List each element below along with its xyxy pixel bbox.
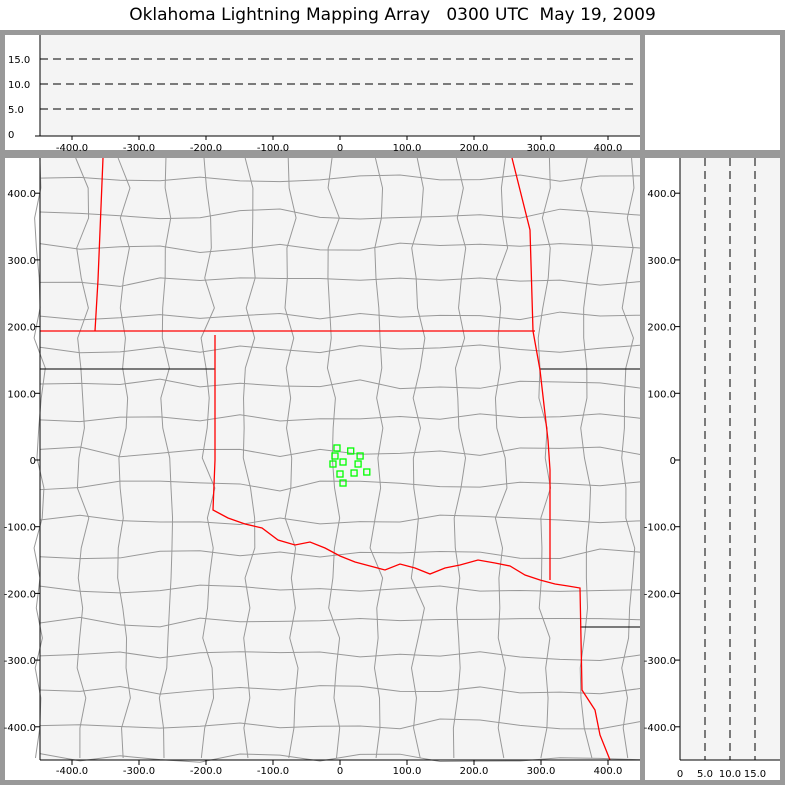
county-line [39, 344, 641, 354]
lightning-source-marker [350, 469, 358, 477]
county-line [117, 157, 131, 759]
county-line [39, 718, 641, 730]
y-tick-label: -200.0 [4, 589, 36, 600]
county-line [39, 242, 641, 253]
x-tick-label: -200.0 [190, 766, 222, 777]
y-tick-label: 100.0 [7, 389, 36, 400]
page-title: Oklahoma Lightning Mapping Array 0300 UT… [0, 0, 785, 30]
county-line [158, 157, 174, 759]
top-x-tick-label: 200.0 [460, 143, 489, 154]
x-tick-label: 300.0 [527, 766, 556, 777]
county-line [39, 584, 641, 594]
county-line [39, 685, 641, 695]
axes: -400.0 -300.0 -200.0 -100.0 0 100.0 200.0 300.0… [4, 35, 780, 780]
county-line [200, 157, 216, 759]
county-borders [33, 157, 641, 763]
right-y-tick-label: -400.0 [644, 723, 676, 734]
county-line [39, 378, 641, 390]
county-line [242, 157, 256, 759]
right-y-tick-label: 0 [670, 456, 676, 467]
y-tick-label: 200.0 [7, 323, 36, 334]
county-line [39, 311, 641, 321]
top-plot-area [40, 35, 640, 136]
county-line [75, 157, 90, 759]
county-line [39, 174, 641, 183]
lightning-source-marker [329, 460, 337, 468]
other-borders [40, 368, 640, 628]
county-line [39, 413, 641, 423]
right-x-tick-label: 0 [677, 769, 683, 780]
x-tick-label: -100.0 [257, 766, 289, 777]
top-x-tick-label: 300.0 [527, 143, 556, 154]
county-line [39, 514, 641, 525]
x-tick-label: -400.0 [56, 766, 88, 777]
top-x-tick-label: 0 [337, 143, 343, 154]
y-tick-label: 300.0 [7, 256, 36, 267]
corner-panel [645, 35, 780, 150]
x-tick-label: 0 [337, 766, 343, 777]
right-y-tick-label: -300.0 [644, 656, 676, 667]
y-tick-label: 400.0 [7, 189, 36, 200]
right-x-tick-label: 10.0 [719, 769, 741, 780]
x-tick-label: 200.0 [460, 766, 489, 777]
y-tick-label: 0 [30, 456, 36, 467]
county-line [410, 157, 426, 759]
right-y-tick-label: 400.0 [647, 189, 676, 200]
lightning-source-marker [336, 470, 344, 478]
county-line [39, 208, 641, 220]
top-x-tick-label: -300.0 [123, 143, 155, 154]
lightning-source-marker [363, 468, 371, 476]
top-y-tick-label: 15.0 [8, 55, 30, 66]
y-tick-label: -300.0 [4, 656, 36, 667]
county-line [369, 157, 384, 759]
top-y-tick-label: 0 [8, 130, 14, 141]
county-line [621, 157, 636, 759]
lightning-source-marker [333, 444, 341, 452]
right-y-tick-label: -100.0 [644, 523, 676, 534]
lightning-sources [329, 444, 371, 487]
right-y-tick-label: 100.0 [647, 389, 676, 400]
county-line [39, 616, 641, 628]
top-x-tick-label: -100.0 [257, 143, 289, 154]
right-x-tick-label: 15.0 [744, 769, 766, 780]
lightning-source-marker [331, 452, 339, 460]
county-line [39, 753, 641, 763]
county-line [39, 446, 641, 458]
x-tick-label: -300.0 [123, 766, 155, 777]
county-line [452, 157, 467, 759]
top-y-tick-label: 10.0 [8, 80, 30, 91]
lightning-source-marker [339, 479, 347, 487]
county-line [39, 651, 641, 662]
y-tick-label: -400.0 [4, 723, 36, 734]
county-line [39, 277, 641, 287]
x-tick-label: 400.0 [594, 766, 623, 777]
top-x-tick-label: 400.0 [594, 143, 623, 154]
state-borders [40, 157, 611, 761]
lightning-source-marker [354, 460, 362, 468]
top-y-tick-label: 5.0 [8, 105, 24, 116]
lightning-source-marker [347, 447, 355, 455]
top-x-tick-label: -400.0 [56, 143, 88, 154]
county-line [537, 157, 552, 759]
top-x-tick-label: -200.0 [190, 143, 222, 154]
right-y-tick-label: -200.0 [644, 589, 676, 600]
right-y-tick-label: 200.0 [647, 323, 676, 334]
county-line [284, 157, 299, 759]
right-y-tick-label: 300.0 [647, 256, 676, 267]
lightning-source-marker [339, 458, 347, 466]
county-line [494, 157, 509, 759]
y-tick-label: -100.0 [4, 523, 36, 534]
lightning-source-marker [356, 452, 364, 460]
right-x-tick-label: 5.0 [697, 769, 713, 780]
x-tick-label: 100.0 [393, 766, 422, 777]
top-x-tick-label: 100.0 [393, 143, 422, 154]
county-line [33, 157, 46, 759]
county-line [39, 548, 641, 560]
